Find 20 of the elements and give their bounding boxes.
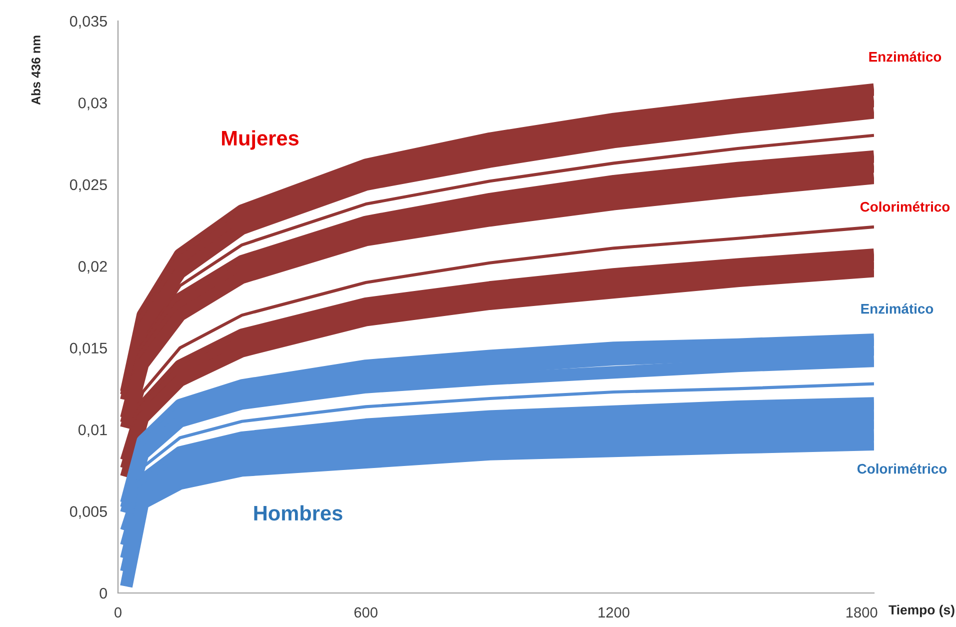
annotation: Colorimétrico — [860, 201, 950, 212]
x-tick-label: 600 — [354, 607, 378, 618]
y-tick-label: 0,02 — [78, 261, 107, 274]
x-axis-title: Tiempo (s) — [888, 604, 954, 618]
annotation: Hombres — [254, 505, 342, 521]
y-tick-label: 0,03 — [78, 98, 107, 110]
y-tick-label: 0,005 — [70, 506, 107, 519]
x-tick-label: 1200 — [598, 607, 630, 618]
x-tick-label: 1800 — [846, 607, 878, 618]
annotation: Enzimático — [861, 303, 934, 314]
x-tick-label: 0 — [114, 607, 122, 618]
y-tick-label: 0,025 — [70, 179, 107, 192]
annotation: Enzimático — [869, 51, 942, 62]
y-tick-label: 0,035 — [70, 16, 107, 28]
y-tick-label: 0,01 — [78, 424, 107, 438]
y-axis-title: Abs 436 nm — [31, 36, 40, 105]
annotation: Colorimétrico — [857, 463, 947, 474]
y-tick-label: 0,015 — [70, 342, 107, 356]
y-tick-label: 0 — [100, 588, 107, 599]
annotation: Mujeres — [222, 130, 299, 150]
